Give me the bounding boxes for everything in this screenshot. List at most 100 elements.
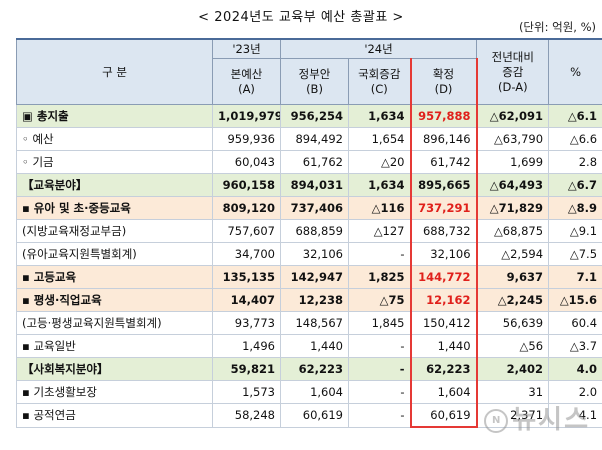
row-label: (고등·평생교육지원특별회계)	[16, 311, 213, 335]
row-label: (지방교육재정교부금)	[16, 219, 213, 243]
cell-a: 757,607	[212, 219, 281, 243]
cell-d: 688,732	[409, 219, 478, 243]
row-label: 【사회복지분야】	[16, 357, 213, 381]
cell-c: △20	[348, 150, 411, 174]
cell-pct: △6.6	[548, 127, 602, 151]
cell-a: 1,019,979	[212, 104, 281, 128]
cell-c: -	[348, 380, 411, 404]
cell-b: 1,440	[280, 334, 349, 358]
cell-diff: △68,875	[476, 219, 550, 243]
cell-diff: △63,790	[476, 127, 550, 151]
cell-a: 1,573	[212, 380, 281, 404]
cell-a: 93,773	[212, 311, 281, 335]
cell-a: 135,135	[212, 265, 281, 289]
cell-pct: 60.4	[548, 311, 602, 335]
table-title: < 2024년도 교육부 예산 총괄표 >	[198, 10, 404, 25]
cell-c: 1,845	[348, 311, 411, 335]
row-label: ▪ 공적연금	[16, 403, 213, 428]
cell-d: 60,619	[409, 403, 478, 428]
table-row: ▪ 교육일반 1,496 1,440-1,440 △56 △3.7	[16, 334, 602, 358]
cell-b: 148,567	[280, 311, 349, 335]
cell-diff: △71,829	[476, 196, 550, 220]
cell-pct: △15.6	[548, 288, 602, 312]
row-label: ▣ 총지출	[16, 104, 213, 128]
cell-d: 1,604	[409, 380, 478, 404]
header-col-b: 정부안 (B)	[280, 58, 349, 105]
cell-b: 1,604	[280, 380, 349, 404]
table-row: 【교육분야】 960,158 894,031 1,634 895,665 △64,493 △…	[16, 173, 602, 197]
cell-pct: 4.0	[548, 357, 602, 381]
cell-d: 1,440	[409, 334, 478, 358]
table-row: ▪ 기초생활보장 1,573 1,604-1,604 31 2.0	[16, 380, 602, 404]
table-row: ◦ 예산 959,936 894,492 1,654 896,146 △63,790 △6.…	[16, 127, 602, 151]
row-label: (유아교육지원특별회계)	[16, 242, 213, 266]
table-row: (유아교육지원특별회계) 34,700 32,106-32,106 △2,594 △7.…	[16, 242, 602, 266]
cell-a: 34,700	[212, 242, 281, 266]
cell-pct: △6.1	[548, 104, 602, 128]
row-label: ◦ 기금	[16, 150, 213, 174]
cell-b: 60,619	[280, 403, 349, 428]
row-label: ▪ 기초생활보장	[16, 380, 213, 404]
cell-a: 960,158	[212, 173, 281, 197]
cell-a: 58,248	[212, 403, 281, 428]
cell-diff: 2,402	[476, 357, 550, 381]
cell-d: 737,291	[409, 196, 478, 220]
watermark: N 뉴시스	[484, 399, 590, 436]
cell-d: 957,888	[409, 104, 478, 128]
cell-pct: △3.7	[548, 334, 602, 358]
cell-b: 12,238	[280, 288, 349, 312]
table-row: ◦ 기금 60,043 61,762 △20 61,742 1,699 2.8	[16, 150, 602, 174]
row-label: ▪ 고등교육	[16, 265, 213, 289]
cell-b: 894,031	[280, 173, 349, 197]
header-pct: %	[548, 38, 602, 105]
cell-a: 1,496	[212, 334, 281, 358]
table-row: ▪ 평생·직업교육 14,407 12,238 △75 12,162 △2,245 △15.…	[16, 288, 602, 312]
table-row: ▪ 고등교육 135,135 142,947 1,825 144,772 9,637 7.1	[16, 265, 602, 289]
cell-b: 32,106	[280, 242, 349, 266]
table-row: ▣ 총지출 1,019,979 956,254 1,634 957,888 △62,091…	[16, 104, 602, 128]
cell-d: 150,412	[409, 311, 478, 335]
cell-pct: △6.7	[548, 173, 602, 197]
cell-d: 896,146	[409, 127, 478, 151]
cell-pct: 4.1	[548, 403, 602, 428]
cell-b: 142,947	[280, 265, 349, 289]
cell-a: 959,936	[212, 127, 281, 151]
header-gubun: 구 분	[16, 38, 213, 105]
cell-c: -	[348, 242, 411, 266]
cell-b: 688,859	[280, 219, 349, 243]
table-row: ▪ 공적연금 58,248 60,619-60,619 2,371 4.1	[16, 403, 602, 428]
cell-diff: △56	[476, 334, 550, 358]
cell-c: △127	[348, 219, 411, 243]
cell-diff: 56,639	[476, 311, 550, 335]
table-body: ▣ 총지출 1,019,979 956,254 1,634 957,888 △62,091…	[16, 104, 602, 428]
cell-diff: △64,493	[476, 173, 550, 197]
cell-pct: △9.1	[548, 219, 602, 243]
row-label: ▪ 평생·직업교육	[16, 288, 213, 312]
header-col-d: 확정 (D)	[409, 58, 478, 105]
cell-pct: 7.1	[548, 265, 602, 289]
cell-a: 809,120	[212, 196, 281, 220]
cell-b: 62,223	[280, 357, 349, 381]
cell-c: -	[348, 357, 411, 381]
table-row: 【사회복지분야】 59,821 62,223-62,223 2,402 4.0	[16, 357, 602, 381]
cell-d: 61,742	[409, 150, 478, 174]
cell-b: 737,406	[280, 196, 349, 220]
header-col-a: 본예산 (A)	[212, 58, 281, 105]
cell-pct: △8.9	[548, 196, 602, 220]
cell-d: 895,665	[409, 173, 478, 197]
cell-c: △116	[348, 196, 411, 220]
cell-c: 1,654	[348, 127, 411, 151]
cell-c: 1,825	[348, 265, 411, 289]
cell-c: 1,634	[348, 173, 411, 197]
cell-c: △75	[348, 288, 411, 312]
cell-d: 32,106	[409, 242, 478, 266]
cell-a: 14,407	[212, 288, 281, 312]
cell-b: 956,254	[280, 104, 349, 128]
cell-diff: 31	[476, 380, 550, 404]
table-row: (고등·평생교육지원특별회계) 93,773 148,567 1,845 150,412…	[16, 311, 602, 335]
row-label: 【교육분야】	[16, 173, 213, 197]
cell-a: 60,043	[212, 150, 281, 174]
cell-d: 12,162	[409, 288, 478, 312]
table-row: (지방교육재정교부금) 757,607 688,859 △127 688,732 △68,…	[16, 219, 602, 243]
cell-c: -	[348, 403, 411, 428]
